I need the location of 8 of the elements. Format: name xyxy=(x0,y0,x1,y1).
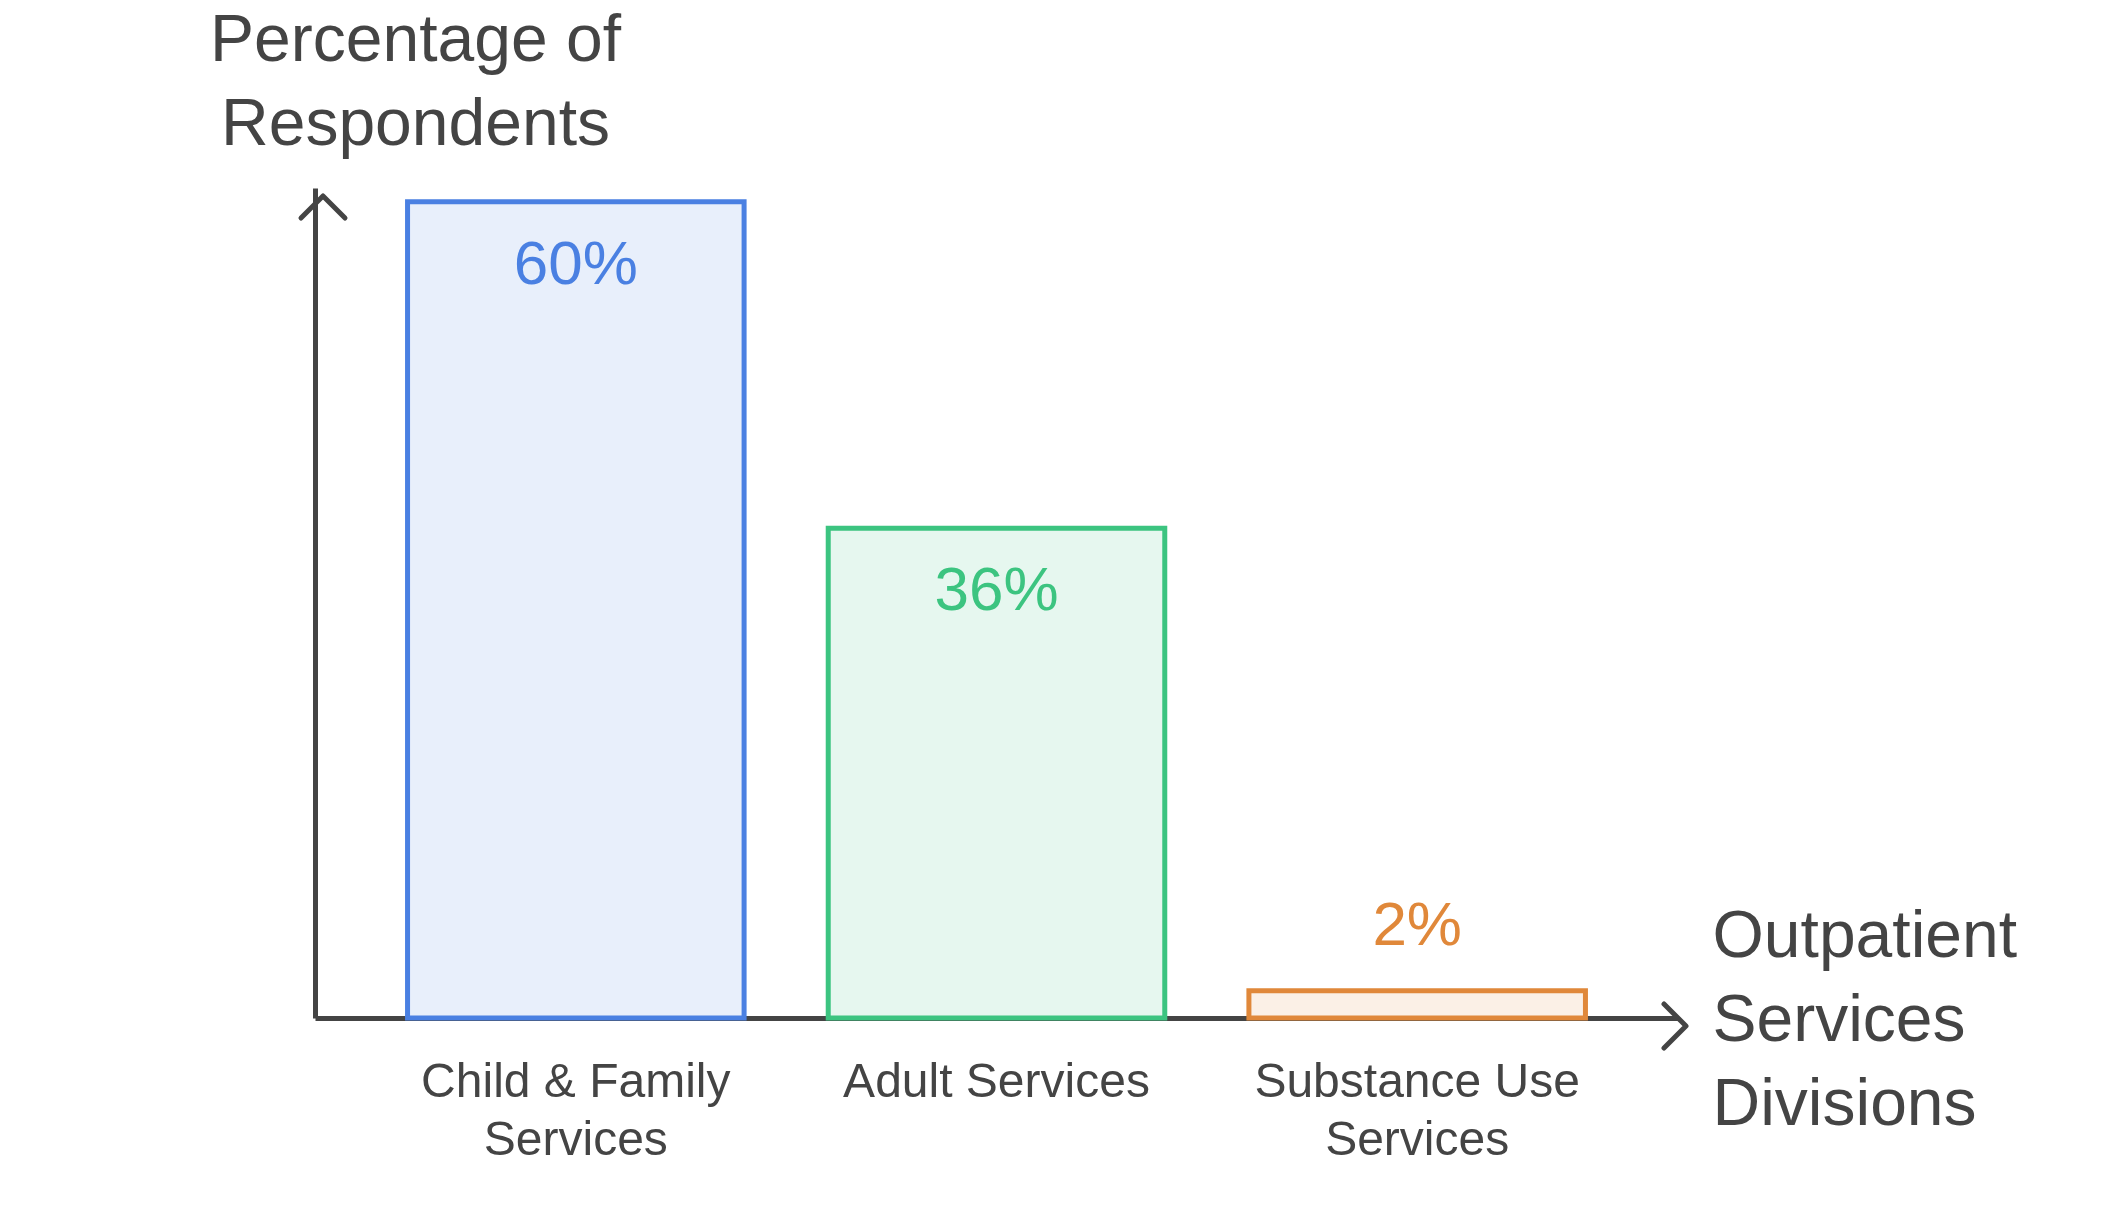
data-label: 2% xyxy=(1372,888,1462,958)
y-axis-title: Percentage of Respondents xyxy=(210,0,622,159)
x-tick-label: Adult Services xyxy=(843,1053,1150,1107)
data-label: 36% xyxy=(934,554,1059,624)
x-tick-label: Substance Use Services xyxy=(1254,1053,1580,1165)
data-label: 60% xyxy=(513,227,638,297)
x-tick-label: Child & Family Services xyxy=(421,1053,731,1165)
x-axis-title: Outpatient Services Divisions xyxy=(1712,896,2018,1139)
